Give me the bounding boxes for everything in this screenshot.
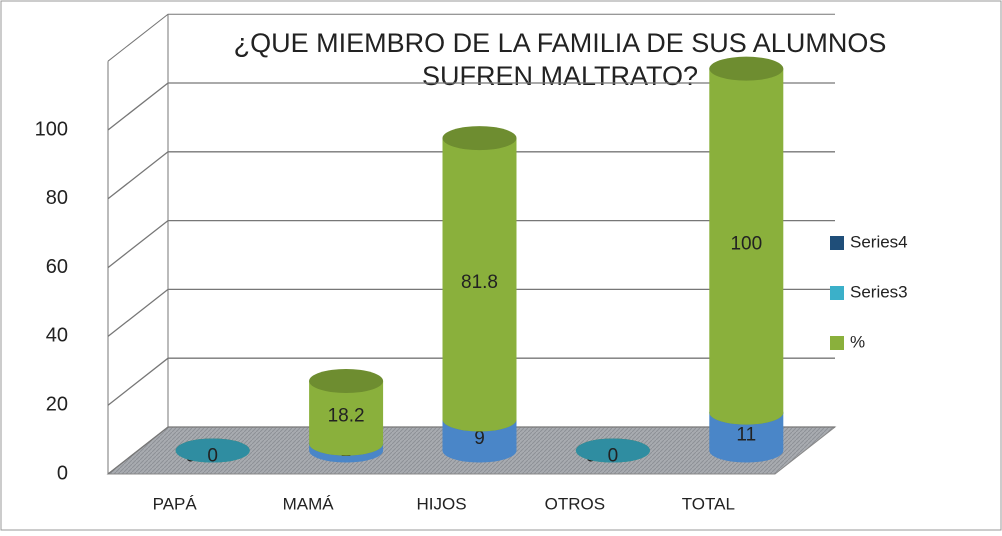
cylinder [442, 419, 517, 463]
x-tick-label: OTROS [545, 494, 605, 513]
cylinder [709, 68, 784, 425]
x-tick-label: HIJOS [416, 494, 466, 513]
legend-swatch [830, 236, 844, 250]
cylinder-top [709, 56, 784, 81]
grid-line [107, 288, 835, 337]
grid-line [107, 357, 835, 406]
cylinder [442, 138, 517, 432]
cylinder-segment [309, 369, 384, 456]
cylinder-top [309, 369, 384, 394]
legend-label: Series4 [850, 232, 908, 251]
grid-line [107, 82, 835, 131]
cylinder [309, 381, 384, 456]
chart-title: ¿QUE MIEMBRO DE LA FAMILIA DE SUS ALUMNO… [234, 28, 887, 58]
y-tick-label: 100 [35, 118, 68, 140]
cylinder-segment [709, 56, 784, 425]
grid-line [107, 219, 835, 269]
grid-line [107, 151, 835, 200]
y-tick-label: 60 [46, 256, 68, 278]
legend-swatch [830, 286, 844, 300]
data-label: 9 [474, 428, 485, 449]
data-label: 81.8 [461, 272, 498, 293]
cylinder-segment [575, 438, 650, 463]
legend-label: Series3 [850, 282, 908, 301]
legend-label: % [850, 332, 865, 351]
chart-title: SUFREN MALTRATO? [422, 61, 698, 91]
y-tick-label: 40 [46, 325, 68, 347]
cylinder [709, 412, 784, 463]
cylinder-top [442, 126, 517, 151]
x-tick-label: TOTAL [682, 494, 735, 513]
data-label: 0 [207, 446, 218, 467]
x-tick-label: PAPÁ [153, 494, 198, 513]
cylinder-segment [175, 438, 250, 463]
x-tick-label: MAMÁ [283, 494, 335, 513]
data-label: 18.2 [328, 405, 365, 426]
y-tick-label: 20 [46, 393, 68, 415]
y-tick-label: 80 [46, 187, 68, 209]
data-label: 0 [608, 446, 619, 467]
data-label: 11 [736, 425, 756, 446]
cylinder-top [175, 438, 250, 463]
wall-top [107, 13, 835, 62]
y-tick-label: 0 [57, 462, 68, 484]
cylinder-top [575, 438, 650, 463]
data-label: 100 [730, 234, 762, 255]
cylinder-segment [442, 126, 517, 432]
legend-swatch [830, 336, 844, 350]
grid-line [107, 426, 835, 475]
